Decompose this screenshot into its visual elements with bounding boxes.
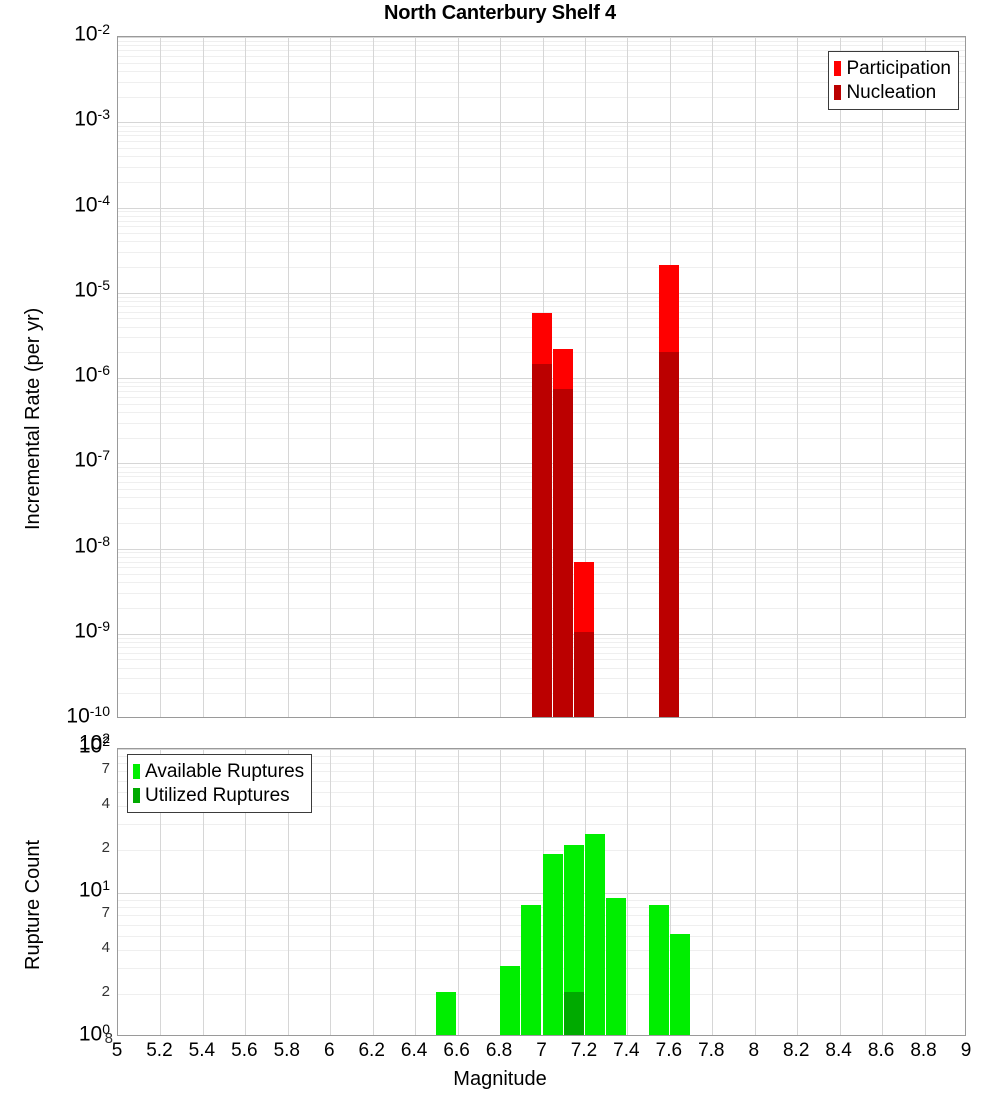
bar-nucleation bbox=[659, 352, 679, 717]
legend-item-utilized-ruptures[interactable]: Utilized Ruptures bbox=[133, 783, 304, 807]
x-tick: 8 bbox=[748, 1040, 760, 1061]
bar-available-ruptures bbox=[543, 854, 563, 1035]
nucleation-swatch-icon bbox=[834, 84, 842, 100]
x-tick: 6.8 bbox=[485, 1040, 513, 1061]
bar-available-ruptures bbox=[564, 844, 584, 1035]
bar-available-ruptures bbox=[649, 904, 669, 1035]
x-tick: 7.2 bbox=[570, 1040, 598, 1061]
x-tick: 8.6 bbox=[867, 1040, 895, 1061]
legend-label-participation: Participation bbox=[846, 57, 951, 79]
bar-utilized-ruptures bbox=[564, 991, 584, 1035]
x-tick: 7 bbox=[536, 1040, 547, 1061]
y-tick-top: 10-9 bbox=[74, 617, 110, 643]
legend-bottom: Available Ruptures Utilized Ruptures bbox=[127, 754, 313, 813]
x-tick: 5.2 bbox=[146, 1040, 173, 1061]
x-tick: 6.4 bbox=[400, 1040, 428, 1061]
y-tick-minor-bottom: 4 bbox=[101, 939, 110, 957]
incremental-rate-plot: Participation Nucleation bbox=[117, 36, 966, 718]
bar-available-ruptures bbox=[436, 991, 456, 1035]
x-tick: 8.8 bbox=[910, 1040, 937, 1061]
bar-available-ruptures bbox=[500, 966, 520, 1035]
legend-item-nucleation[interactable]: Nucleation bbox=[834, 80, 951, 104]
y-tick-minor-bottom: 2 bbox=[101, 982, 110, 1000]
x-tick: 5.4 bbox=[188, 1040, 216, 1061]
y-tick-top: 10-5 bbox=[74, 276, 110, 302]
available-swatch-icon bbox=[133, 763, 140, 779]
y-tick-bottom: 100 bbox=[78, 1021, 110, 1046]
x-tick: 5.6 bbox=[231, 1040, 258, 1061]
x-tick: 6.6 bbox=[443, 1040, 470, 1061]
bar-nucleation bbox=[574, 631, 594, 717]
bar-nucleation bbox=[532, 363, 552, 717]
y-tick-top: 10-3 bbox=[74, 106, 110, 131]
bars-top bbox=[118, 37, 965, 717]
y-tick-bottom: 101 bbox=[78, 877, 110, 902]
bar-available-ruptures bbox=[670, 934, 690, 1035]
bars-bottom bbox=[118, 749, 965, 1035]
page-title: North Canterbury Shelf 4 bbox=[384, 2, 616, 24]
y-tick-minor-bottom: 4 bbox=[101, 795, 110, 813]
grid-bottom bbox=[118, 749, 965, 1035]
bar-available-ruptures bbox=[585, 833, 605, 1035]
y-tick-top: 10-8 bbox=[74, 532, 110, 557]
x-tick: 7.8 bbox=[698, 1040, 725, 1061]
y-tick-top: 10-10 bbox=[66, 703, 110, 728]
x-tick: 7.4 bbox=[613, 1040, 640, 1061]
x-tick: 5 bbox=[111, 1040, 123, 1061]
x-axis-label: Magnitude bbox=[453, 1068, 547, 1090]
y-tick-minor-bottom: 7 bbox=[101, 760, 110, 778]
legend-item-available-ruptures[interactable]: Available Ruptures bbox=[133, 759, 304, 783]
y-tick-top: 10-6 bbox=[74, 362, 110, 387]
x-tick: 9 bbox=[960, 1040, 972, 1061]
rupture-count-plot: Available Ruptures Utilized Ruptures bbox=[117, 748, 966, 1036]
x-tick: 5.8 bbox=[273, 1040, 300, 1061]
y-axis-label-top: Incremental Rate (per yr) bbox=[22, 307, 44, 530]
y-tick-minor-bottom: 8 bbox=[104, 1030, 113, 1047]
legend-label-nucleation: Nucleation bbox=[846, 81, 937, 103]
x-tick: 8.4 bbox=[825, 1040, 852, 1061]
y-tick-top: 10-7 bbox=[74, 447, 110, 472]
x-tick: 6 bbox=[323, 1040, 335, 1061]
y-tick-bottom-overlap: 102 bbox=[78, 730, 110, 755]
legend-item-participation[interactable]: Participation bbox=[834, 56, 951, 80]
x-tick: 7.6 bbox=[655, 1040, 683, 1061]
utilized-swatch-icon bbox=[133, 787, 140, 803]
y-tick-minor-bottom: 7 bbox=[101, 904, 110, 922]
legend-label-utilized-ruptures: Utilized Ruptures bbox=[145, 784, 290, 806]
x-tick: 6.2 bbox=[358, 1040, 385, 1061]
bar-available-ruptures bbox=[521, 904, 541, 1035]
bar-nucleation bbox=[553, 389, 573, 717]
y-tick-minor-bottom: 2 bbox=[101, 838, 110, 856]
y-tick-top: 10-4 bbox=[74, 191, 110, 216]
y-tick-top: 10-2 bbox=[74, 21, 110, 46]
bar-available-ruptures bbox=[606, 897, 626, 1035]
legend-label-available-ruptures: Available Ruptures bbox=[145, 760, 305, 782]
legend-top: Participation Nucleation bbox=[828, 51, 959, 110]
x-tick: 8.2 bbox=[782, 1040, 810, 1061]
participation-swatch-icon bbox=[834, 60, 842, 76]
y-tick-bottom: 102 bbox=[78, 733, 110, 758]
